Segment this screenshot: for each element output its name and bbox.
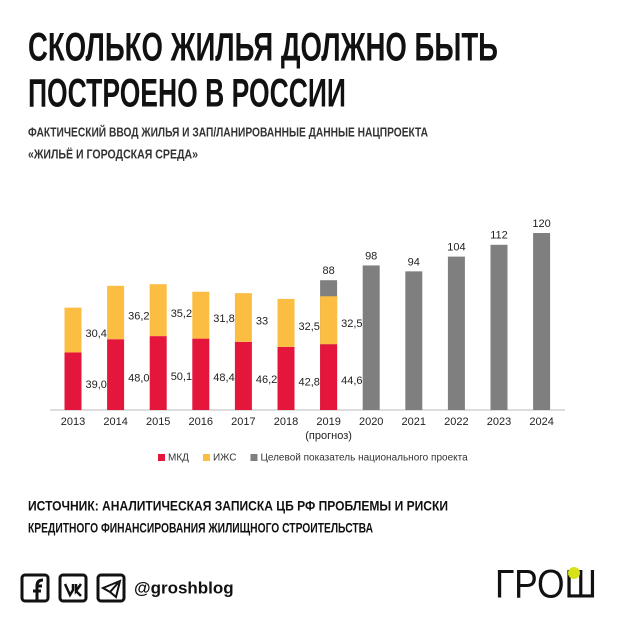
bar-segment: [192, 291, 210, 339]
icon-facebook-glyph: [33, 578, 44, 600]
x-tick-label: 2019: [316, 416, 340, 428]
legend-label: МКД: [168, 453, 189, 464]
social-icons: [20, 573, 126, 603]
bar-segment: [533, 233, 551, 410]
x-tick-label: 2022: [444, 416, 468, 428]
x-tick-label: 2015: [146, 416, 170, 428]
bar-segment: [320, 344, 338, 410]
x-tick-label: 2013: [61, 416, 85, 428]
x-tick-label: 2016: [189, 416, 213, 428]
value-label: 120: [532, 218, 550, 230]
icon-facebook: [20, 573, 50, 603]
bar-segment: [490, 244, 508, 410]
legend-label: ИЖС: [213, 453, 237, 464]
value-label: 32,5: [341, 318, 362, 330]
icon-telegram: [96, 573, 126, 603]
x-tick-label: 2018: [274, 416, 298, 428]
bar-segment: [64, 352, 82, 410]
value-label: 44,6: [341, 375, 362, 387]
value-label: 48,0: [128, 373, 149, 385]
x-tick-note: (прогноз): [305, 430, 352, 442]
value-label: 88: [322, 265, 334, 277]
bar-segment: [277, 346, 295, 410]
handle: @groshblog: [134, 578, 234, 597]
x-tick-label: 2024: [529, 416, 553, 428]
value-label: 33: [256, 315, 268, 327]
bar-segment: [192, 338, 210, 410]
icon-vk-glyph: [63, 583, 83, 598]
value-label: 31,8: [213, 313, 234, 325]
icon-vk: [58, 573, 88, 603]
value-label: 30,4: [86, 328, 107, 340]
legend-swatch: [158, 454, 165, 461]
value-label: 98: [365, 250, 377, 262]
bar-segment: [234, 341, 252, 410]
bar-segment: [320, 296, 338, 345]
legend-label: Целевой показатель национального проекта: [260, 453, 468, 464]
logo: ГРОШ: [495, 563, 597, 607]
legend-swatch: [250, 454, 258, 461]
x-tick-label: 2021: [402, 416, 426, 428]
value-label: 35,2: [171, 308, 192, 320]
bar-segment: [362, 265, 380, 410]
bar-segment: [447, 256, 465, 410]
bar-segment: [234, 293, 252, 342]
bar-segment: [277, 298, 295, 347]
value-label: 48,4: [213, 372, 234, 384]
value-label: 32,5: [299, 321, 320, 333]
source-line: КРЕДИТНОГО ФИНАНСИРОВАНИЯ ЖИЛИЩНОГО СТРО…: [28, 520, 373, 536]
value-label: 104: [447, 242, 465, 254]
title-line: ПОСТРОЕНО В РОССИИ: [28, 72, 346, 116]
x-tick-label: 2017: [231, 416, 255, 428]
bar-segment: [405, 271, 423, 410]
icon-telegram-glyph: [100, 579, 122, 599]
subtitle-line: ФАКТИЧЕСКИЙ ВВОД ЖИЛЬЯ И ЗАП/ЛАНИРОВАННЫ…: [28, 124, 428, 139]
source-line: ИСТОЧНИК: АНАЛИТИЧЕСКАЯ ЗАПИСКА ЦБ РФ ПР…: [28, 498, 448, 514]
bar-segment: [107, 339, 125, 410]
x-tick-label: 2023: [487, 416, 511, 428]
x-tick-label: 2020: [359, 416, 383, 428]
bar-segment: [107, 285, 125, 340]
value-label: 39,0: [86, 379, 107, 391]
subtitle-line: «ЖИЛЬЁ И ГОРОДСКАЯ СРЕДА»: [28, 146, 198, 161]
value-label: 112: [490, 230, 508, 242]
value-label: 50,1: [171, 371, 192, 383]
value-label: 94: [408, 256, 420, 268]
bar-segment: [149, 336, 167, 410]
legend-swatch: [202, 454, 210, 461]
value-label: 42,8: [299, 376, 320, 388]
value-label: 46,2: [256, 374, 277, 386]
title-line: СКОЛЬКО ЖИЛЬЯ ДОЛЖНО БЫТЬ: [28, 26, 498, 70]
logo-dot: [568, 567, 580, 579]
bar-segment: [149, 284, 167, 337]
bar-segment: [64, 307, 82, 353]
x-tick-label: 2014: [103, 416, 127, 428]
value-label: 36,2: [128, 310, 149, 322]
